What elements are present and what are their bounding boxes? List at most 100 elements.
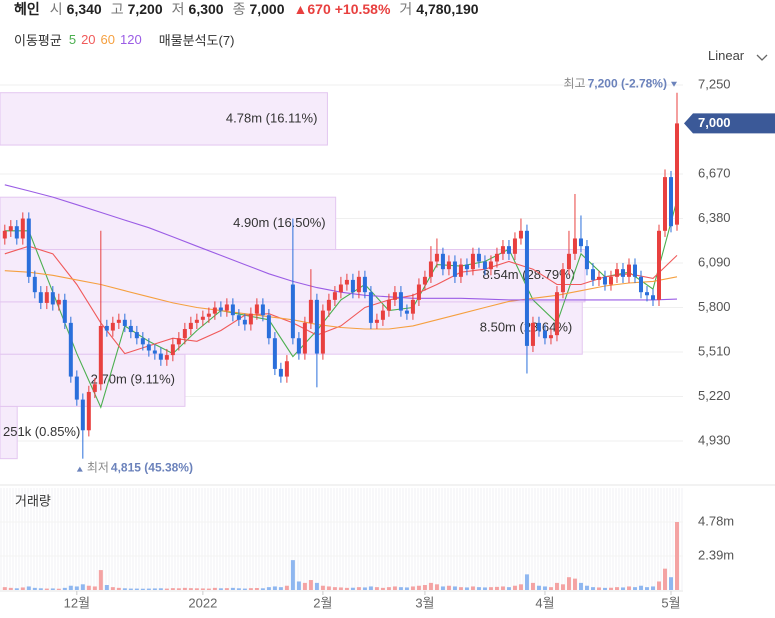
volume-bar xyxy=(20,587,25,590)
legend-entry[interactable]: 60 xyxy=(100,31,116,47)
volume-bar xyxy=(386,587,391,590)
candle-body xyxy=(464,264,469,270)
open-value: 6,340 xyxy=(66,1,102,17)
candle-body xyxy=(500,246,505,254)
volume-bar xyxy=(74,586,79,590)
volume-bar xyxy=(356,587,361,590)
candle-body xyxy=(554,292,559,336)
volume-bar xyxy=(116,587,121,590)
candle-body xyxy=(212,307,217,314)
candle-body xyxy=(608,276,613,285)
volume-bar xyxy=(536,585,541,590)
volume-panel-background xyxy=(0,488,683,590)
volume-bar xyxy=(470,586,475,590)
volume-bar xyxy=(506,587,511,590)
candle-body xyxy=(308,299,313,323)
candle-body xyxy=(380,310,385,320)
scale-selector[interactable]: Linear xyxy=(708,48,745,63)
legend-entry[interactable]: 120 xyxy=(120,31,142,47)
legend-title[interactable]: 이동평균 xyxy=(14,32,62,48)
volume-value: 4,780,190 xyxy=(416,1,479,17)
y-tick-label: 6,090 xyxy=(698,254,731,269)
volume-bar xyxy=(284,585,289,590)
volume-bar xyxy=(482,587,487,590)
candle-body xyxy=(662,177,667,231)
candle-body xyxy=(584,246,589,270)
volume-bar xyxy=(572,578,577,590)
scale-dropdown-chevron[interactable] xyxy=(756,54,768,61)
volume-bar xyxy=(584,585,589,590)
candle-body xyxy=(86,391,91,431)
volume-profile-bar xyxy=(0,196,337,251)
candle-body xyxy=(200,316,205,320)
volume-bar xyxy=(464,587,469,590)
volume-bar xyxy=(122,588,127,590)
candle-body xyxy=(626,264,631,277)
volume-bar xyxy=(110,587,115,590)
volume-bar xyxy=(266,587,271,590)
candle-body xyxy=(188,322,193,330)
volume-bar xyxy=(56,588,61,590)
candle-body xyxy=(320,310,325,354)
volume-bar xyxy=(326,586,331,590)
volume-bar xyxy=(248,588,253,590)
volume-bar xyxy=(146,588,151,590)
volume-bar xyxy=(548,587,553,590)
candle-body xyxy=(458,264,463,277)
volume-bar xyxy=(500,586,505,590)
volume-bar xyxy=(614,587,619,590)
candle-body xyxy=(548,335,553,339)
volume-bar xyxy=(302,582,307,590)
candle-body xyxy=(8,226,13,231)
legend-entry[interactable]: 20 xyxy=(81,31,96,47)
volume-bar xyxy=(608,587,613,590)
volume-profile-bar xyxy=(0,353,186,407)
volume-bar xyxy=(458,587,463,590)
volume-bar xyxy=(440,586,445,590)
x-tick-label: 5월 xyxy=(661,595,680,610)
volume-bar xyxy=(176,588,181,590)
price-change: ▲670 xyxy=(293,1,331,17)
candle-body xyxy=(434,253,439,262)
candle-body xyxy=(338,284,343,293)
volume-bar xyxy=(404,587,409,590)
candle-body xyxy=(494,253,499,262)
candle-body xyxy=(242,319,247,325)
low-label: 저 xyxy=(171,1,185,17)
volume-bar xyxy=(38,588,43,590)
volume-bar xyxy=(554,582,559,590)
y-tick-label: 6,670 xyxy=(698,165,731,180)
volume-bar xyxy=(656,581,661,590)
legend-entry[interactable]: 5 xyxy=(68,31,77,47)
volume-bar xyxy=(524,574,529,590)
price-change-pct: +10.58% xyxy=(334,1,391,17)
candle-body xyxy=(158,353,163,360)
volume-bar xyxy=(644,587,649,590)
volume-bar xyxy=(212,587,217,590)
candle-body xyxy=(110,322,115,331)
candle-body xyxy=(596,276,601,280)
candle-body xyxy=(638,276,643,293)
candle-body xyxy=(440,253,445,270)
panel-title: 거래량 xyxy=(15,493,51,508)
x-tick-label: 2022 xyxy=(188,595,217,610)
x-tick-label: 3월 xyxy=(415,595,434,610)
y-tick-label: 5,510 xyxy=(698,343,731,358)
candle-body xyxy=(20,218,25,239)
volume-bar xyxy=(44,588,49,590)
candle-body xyxy=(278,368,283,377)
candle-body xyxy=(248,313,253,325)
candle-body xyxy=(536,322,541,331)
moving-average-line xyxy=(4,270,678,330)
volume-bar xyxy=(128,588,133,590)
volume-profile-label: 4.78m (16.11%) xyxy=(226,110,318,125)
candle-body xyxy=(374,319,379,323)
indicator-legend: 이동평균 5 20 60 120 매물분석도(7) xyxy=(14,30,234,48)
candle-body xyxy=(92,384,97,392)
candle-body xyxy=(254,304,259,314)
volume-bar xyxy=(254,588,259,590)
candle-body xyxy=(56,299,61,305)
candle-body xyxy=(68,322,73,377)
candle-body xyxy=(386,299,391,311)
volume-profile-legend[interactable]: 매물분석도(7) xyxy=(158,32,235,48)
